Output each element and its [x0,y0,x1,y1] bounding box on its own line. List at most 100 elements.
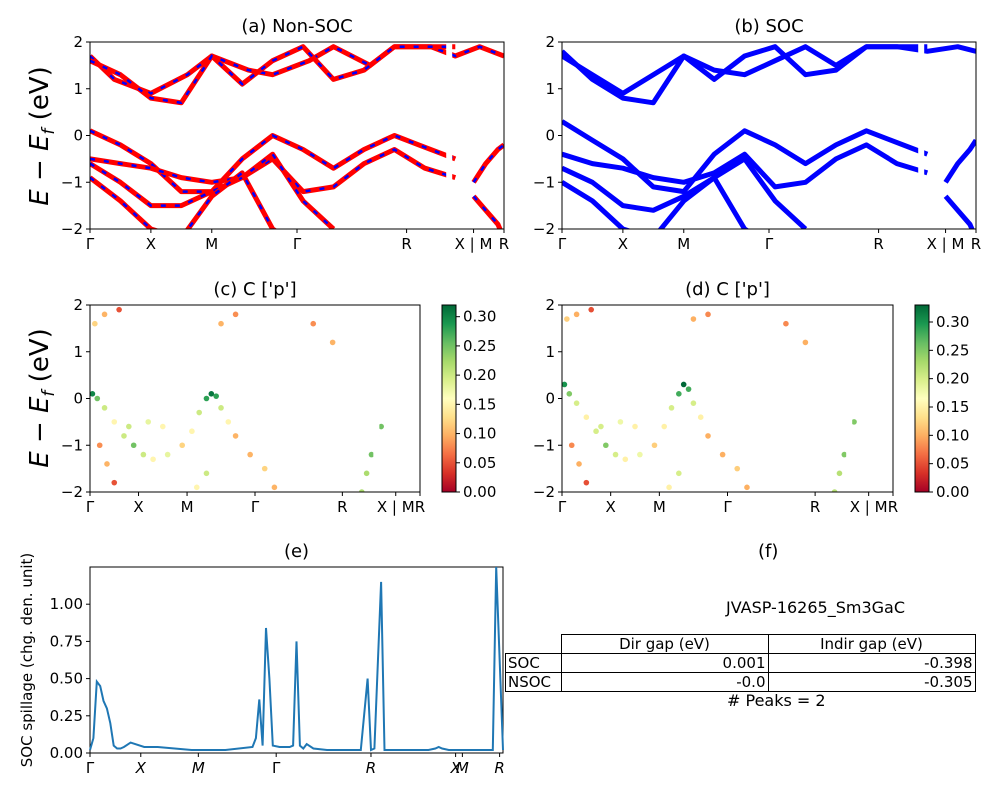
band-point [562,381,568,388]
band-point [368,451,375,458]
x-tick-label: X [133,498,143,516]
colorbar-tick-label: 0.10 [936,426,969,444]
band-point [564,316,570,322]
colorbar-tick-label: 0.00 [463,483,496,501]
band-point [121,433,127,439]
x-tick-label: R [415,498,425,516]
band-point [218,320,224,327]
y-tick-label: 2 [545,296,555,314]
y-tick-label: 2 [73,296,83,314]
band-point [101,405,108,411]
band-point [668,405,675,411]
band-point [193,484,200,491]
band-point [232,311,239,318]
band-point [705,311,711,318]
x-tick-label: Γ [86,759,95,777]
band-point [661,423,668,430]
band-point [145,419,152,425]
spillage-line [89,566,504,752]
colorbar-tick-label: 0.25 [463,337,496,355]
x-tick-label: Γ [86,235,95,253]
band-point [576,461,582,467]
x-tick-label: R [337,498,347,516]
band-point [247,451,253,458]
band-line-overlay [90,148,456,193]
band-point [573,311,580,318]
band-point [612,451,619,458]
band-point [568,442,575,449]
band-point [203,470,210,477]
y-axis-label: E − Ef (eV) [25,66,59,206]
band-point [130,442,137,449]
x-tick-label: M [456,759,469,777]
y-tick-label: −2 [61,483,83,501]
y-tick-label: 1 [73,343,83,361]
band-point [189,428,195,435]
band-line [562,44,976,96]
colorbar-tick-label: 0.25 [936,341,969,359]
y-tick-label: −2 [533,483,555,501]
band-line [471,142,504,184]
band-point [140,451,147,458]
band-point [196,409,202,416]
band-line [562,156,808,229]
x-tick-label: Γ [86,498,95,516]
kpath-break [918,43,925,228]
x-tick-label: M [192,759,205,777]
x-tick-label: M [205,235,218,253]
band-group [90,44,504,229]
band-point [101,311,108,318]
band-point [831,489,838,492]
panel-title: (e) [284,541,309,562]
band-point [116,306,122,313]
band-point [566,391,573,397]
y-tick-label: 0.00 [50,744,83,762]
colorbar-tick-label: 0.05 [463,454,496,472]
x-tick-label: R [888,498,898,516]
band-point [598,423,604,430]
x-tick-label: X [449,759,461,777]
band-point [104,461,110,467]
y-tick-label: 1 [73,80,83,98]
colorbar [914,304,930,493]
band-line [562,175,750,229]
x-tick-label: Γ [558,498,567,516]
x-tick-label: Γ [765,235,774,253]
y-tick-label: 0.75 [50,632,83,650]
band-point [744,484,750,491]
band-line-overlay [90,129,456,193]
colorbar-tick-label: 0.20 [936,370,969,388]
y-tick-label: −2 [61,220,83,238]
band-point [705,433,711,439]
ylabel-main: E − E [25,396,55,468]
band-line [943,138,976,184]
scatter-group [562,306,857,492]
band-point [719,451,726,458]
y-axis-label: E − Ef (eV) [25,328,59,468]
band-point [203,395,210,402]
y-tick-label: 2 [73,33,83,51]
band-line-overlay [90,171,275,229]
kpath-break [846,306,853,491]
band-line [562,44,928,106]
x-tick-label: R [366,759,376,777]
colorbar [441,304,457,493]
band-point [632,423,638,430]
band-point [94,395,101,402]
x-tick-label: R [401,235,411,253]
band-point [179,442,186,449]
band-point [666,484,672,491]
band-point [676,391,682,397]
band-point [126,423,132,430]
band-point [378,423,384,430]
band-point [622,456,629,463]
band-point [680,381,687,388]
band-group [562,44,976,229]
colorbar-tick-label: 0.05 [936,455,969,473]
y-tick-label: −1 [61,436,83,454]
band-point [637,451,643,458]
band-point [583,414,590,421]
x-tick-label: M [677,235,690,253]
band-point [802,339,809,346]
band-line-overlay [472,143,504,183]
